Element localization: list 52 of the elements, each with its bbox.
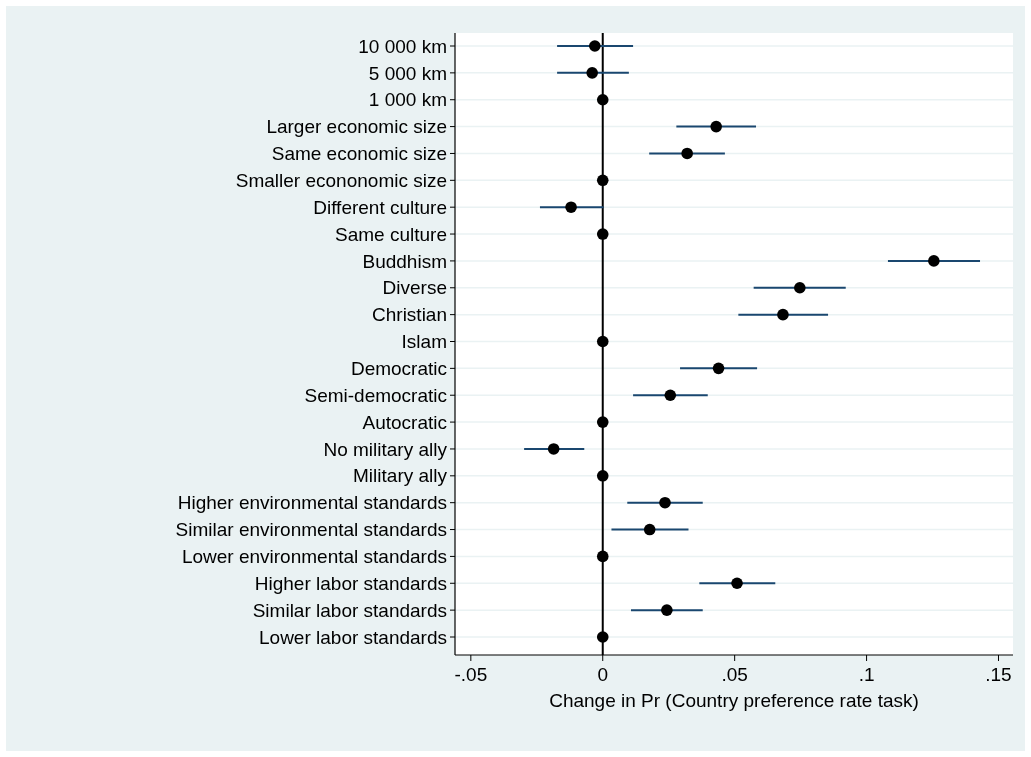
y-tick-label: Higher labor standards <box>254 572 447 594</box>
y-tick-label: Islam <box>401 331 447 353</box>
y-tick-label: Smaller econonomic size <box>235 169 447 191</box>
y-tick-label: 10 000 km <box>358 35 447 57</box>
point <box>777 308 789 321</box>
y-tick-label: Buddhism <box>362 250 447 272</box>
point <box>664 389 677 402</box>
point <box>596 335 609 348</box>
point <box>661 604 673 616</box>
y-tick-label: Military ally <box>353 465 448 487</box>
y-tick-label: Christian <box>372 304 447 326</box>
point <box>928 255 940 267</box>
y-tick-label: Autocratic <box>362 411 447 433</box>
point <box>596 470 609 482</box>
y-tick-label: Higher environmental standards <box>177 492 447 514</box>
point <box>596 550 609 563</box>
point <box>710 120 722 133</box>
y-tick-label: Same economic size <box>271 143 447 165</box>
point <box>794 281 806 294</box>
x-tick-label: -.05 <box>454 664 488 685</box>
y-tick-label: No military ally <box>323 438 448 460</box>
y-tick-label: Larger economic size <box>266 116 447 138</box>
x-tick-label: .1 <box>858 664 875 685</box>
point <box>681 147 693 160</box>
point <box>596 228 609 240</box>
point <box>589 40 601 52</box>
point <box>596 174 609 187</box>
point <box>596 93 609 106</box>
y-tick-label: Lower environmental standards <box>181 546 447 568</box>
y-tick-label: Same culture <box>335 223 447 245</box>
x-tick-label: 0 <box>597 664 609 685</box>
point <box>586 67 598 79</box>
y-tick-label: 5 000 km <box>368 62 447 84</box>
x-tick-label: .15 <box>985 664 1012 685</box>
y-tick-label: Similar labor standards <box>252 599 447 621</box>
point <box>565 201 577 213</box>
point <box>643 523 656 536</box>
y-tick-label: Different culture <box>313 196 447 218</box>
point <box>547 443 560 455</box>
y-tick-label: Similar environmental standards <box>175 519 447 541</box>
y-tick-label: Lower labor standards <box>259 626 447 648</box>
y-tick-label: Democratic <box>350 358 447 380</box>
y-tick-label: Semi-democratic <box>304 384 447 406</box>
x-tick-label: .05 <box>721 664 748 685</box>
point <box>659 496 671 509</box>
point <box>596 416 609 428</box>
y-tick-label: Diverse <box>382 277 447 299</box>
point <box>731 577 743 590</box>
y-tick-label: 1 000 km <box>368 89 447 111</box>
point <box>712 362 725 375</box>
point <box>596 631 609 643</box>
x-axis-title: Change in Pr (Country preference rate task) <box>549 690 919 711</box>
